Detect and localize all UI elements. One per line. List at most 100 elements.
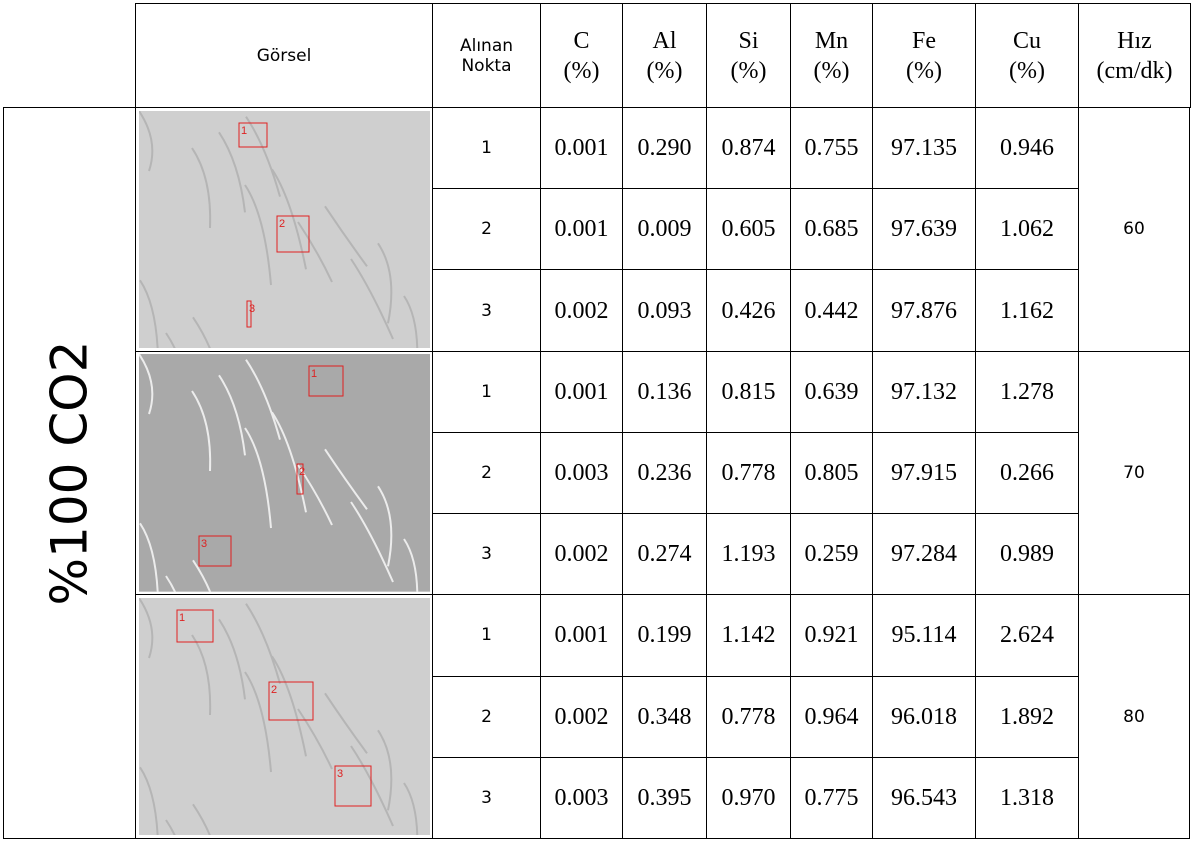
value: 0.970: [722, 783, 776, 813]
value: 95.114: [891, 620, 956, 650]
point-number: 1: [481, 382, 492, 402]
value: 0.236: [638, 458, 692, 488]
value: 0.001: [555, 133, 609, 163]
speed-cell: 60: [1078, 107, 1190, 352]
speed: 80: [1123, 707, 1145, 727]
value-cell: 0.002: [540, 513, 623, 595]
header-text: Cu: [1013, 26, 1041, 56]
point-cell: 2: [432, 676, 541, 758]
point-cell: 1: [432, 351, 541, 433]
speed-cell: 70: [1078, 351, 1190, 596]
marker-label: 2: [279, 218, 285, 230]
value: 1.318: [1000, 783, 1054, 813]
value-cell: 0.093: [622, 269, 707, 351]
marker-label: 1: [311, 368, 317, 380]
header-text: C: [573, 26, 589, 56]
point-cell: 1: [432, 107, 541, 189]
value: 96.018: [891, 702, 957, 732]
point-number: 3: [481, 301, 492, 321]
value-cell: 0.775: [790, 757, 873, 839]
value-cell: 1.193: [706, 513, 791, 595]
value: 0.290: [638, 133, 692, 163]
header-cell: C(%): [540, 3, 623, 108]
value: 0.003: [555, 458, 609, 488]
header-text: (%): [647, 56, 683, 86]
point-number: 2: [481, 463, 492, 483]
header-text: (%): [731, 56, 767, 86]
header-text: (%): [906, 56, 942, 86]
point-number: 2: [481, 219, 492, 239]
value: 0.199: [638, 620, 692, 650]
point-number: 1: [481, 138, 492, 158]
value: 0.259: [805, 539, 859, 569]
header-cell: Hız(cm/dk): [1078, 3, 1191, 108]
marker-label: 2: [271, 684, 277, 696]
value-cell: 0.002: [540, 269, 623, 351]
value: 0.921: [805, 620, 859, 650]
value-cell: 0.266: [975, 432, 1079, 514]
header-text: Al: [653, 26, 677, 56]
value-cell: 0.001: [540, 594, 623, 676]
value-cell: 96.018: [872, 676, 976, 758]
value: 97.876: [891, 296, 957, 326]
value: 0.136: [638, 377, 692, 407]
speed-cell: 80: [1078, 594, 1190, 839]
value: 0.442: [805, 296, 859, 326]
value: 0.639: [805, 377, 859, 407]
value: 0.775: [805, 783, 859, 813]
marker-label: 3: [337, 768, 343, 780]
value: 97.284: [891, 539, 957, 569]
value-cell: 0.001: [540, 188, 623, 270]
value-cell: 0.009: [622, 188, 707, 270]
value-cell: 97.132: [872, 351, 976, 433]
micrograph-bg: [139, 598, 430, 836]
value-cell: 96.543: [872, 757, 976, 839]
value-cell: 0.964: [790, 676, 873, 758]
point-cell: 1: [432, 594, 541, 676]
value: 0.003: [555, 783, 609, 813]
value: 0.395: [638, 783, 692, 813]
header-cell: Mn(%): [790, 3, 873, 108]
value: 97.132: [891, 377, 957, 407]
value: 1.193: [722, 539, 776, 569]
value: 0.778: [722, 458, 776, 488]
value: 0.426: [722, 296, 776, 326]
value-cell: 0.778: [706, 676, 791, 758]
micrograph: 1 2 3: [139, 111, 430, 349]
value-cell: 0.755: [790, 107, 873, 189]
value: 1.892: [1000, 702, 1054, 732]
header-text: Görsel: [257, 46, 312, 66]
header-cell: Fe(%): [872, 3, 976, 108]
value-cell: 97.639: [872, 188, 976, 270]
value: 1.278: [1000, 377, 1054, 407]
header-cell: Al(%): [622, 3, 707, 108]
value: 0.964: [805, 702, 859, 732]
value: 0.002: [555, 702, 609, 732]
marker-label: 3: [249, 303, 255, 315]
value: 0.001: [555, 620, 609, 650]
image-cell: 1 2 3: [135, 107, 433, 352]
header-text: Hız: [1117, 26, 1152, 56]
value: 1.142: [722, 620, 776, 650]
value-cell: 0.426: [706, 269, 791, 351]
header-cell: Görsel: [135, 3, 433, 108]
value: 97.915: [891, 458, 957, 488]
value: 0.093: [638, 296, 692, 326]
header-text: Alınan: [460, 36, 513, 56]
value-cell: 0.605: [706, 188, 791, 270]
value: 0.605: [722, 214, 776, 244]
value-cell: 0.805: [790, 432, 873, 514]
value-cell: 0.003: [540, 432, 623, 514]
value: 0.874: [722, 133, 776, 163]
page: GörselAlınanNoktaC(%)Al(%)Si(%)Mn(%)Fe(%…: [0, 0, 1192, 845]
value: 0.002: [555, 296, 609, 326]
header-text: (cm/dk): [1097, 56, 1173, 86]
marker-label: 1: [241, 125, 247, 137]
value-cell: 0.290: [622, 107, 707, 189]
value-cell: 0.259: [790, 513, 873, 595]
point-number: 3: [481, 544, 492, 564]
value: 0.755: [805, 133, 859, 163]
speed: 70: [1123, 463, 1145, 483]
